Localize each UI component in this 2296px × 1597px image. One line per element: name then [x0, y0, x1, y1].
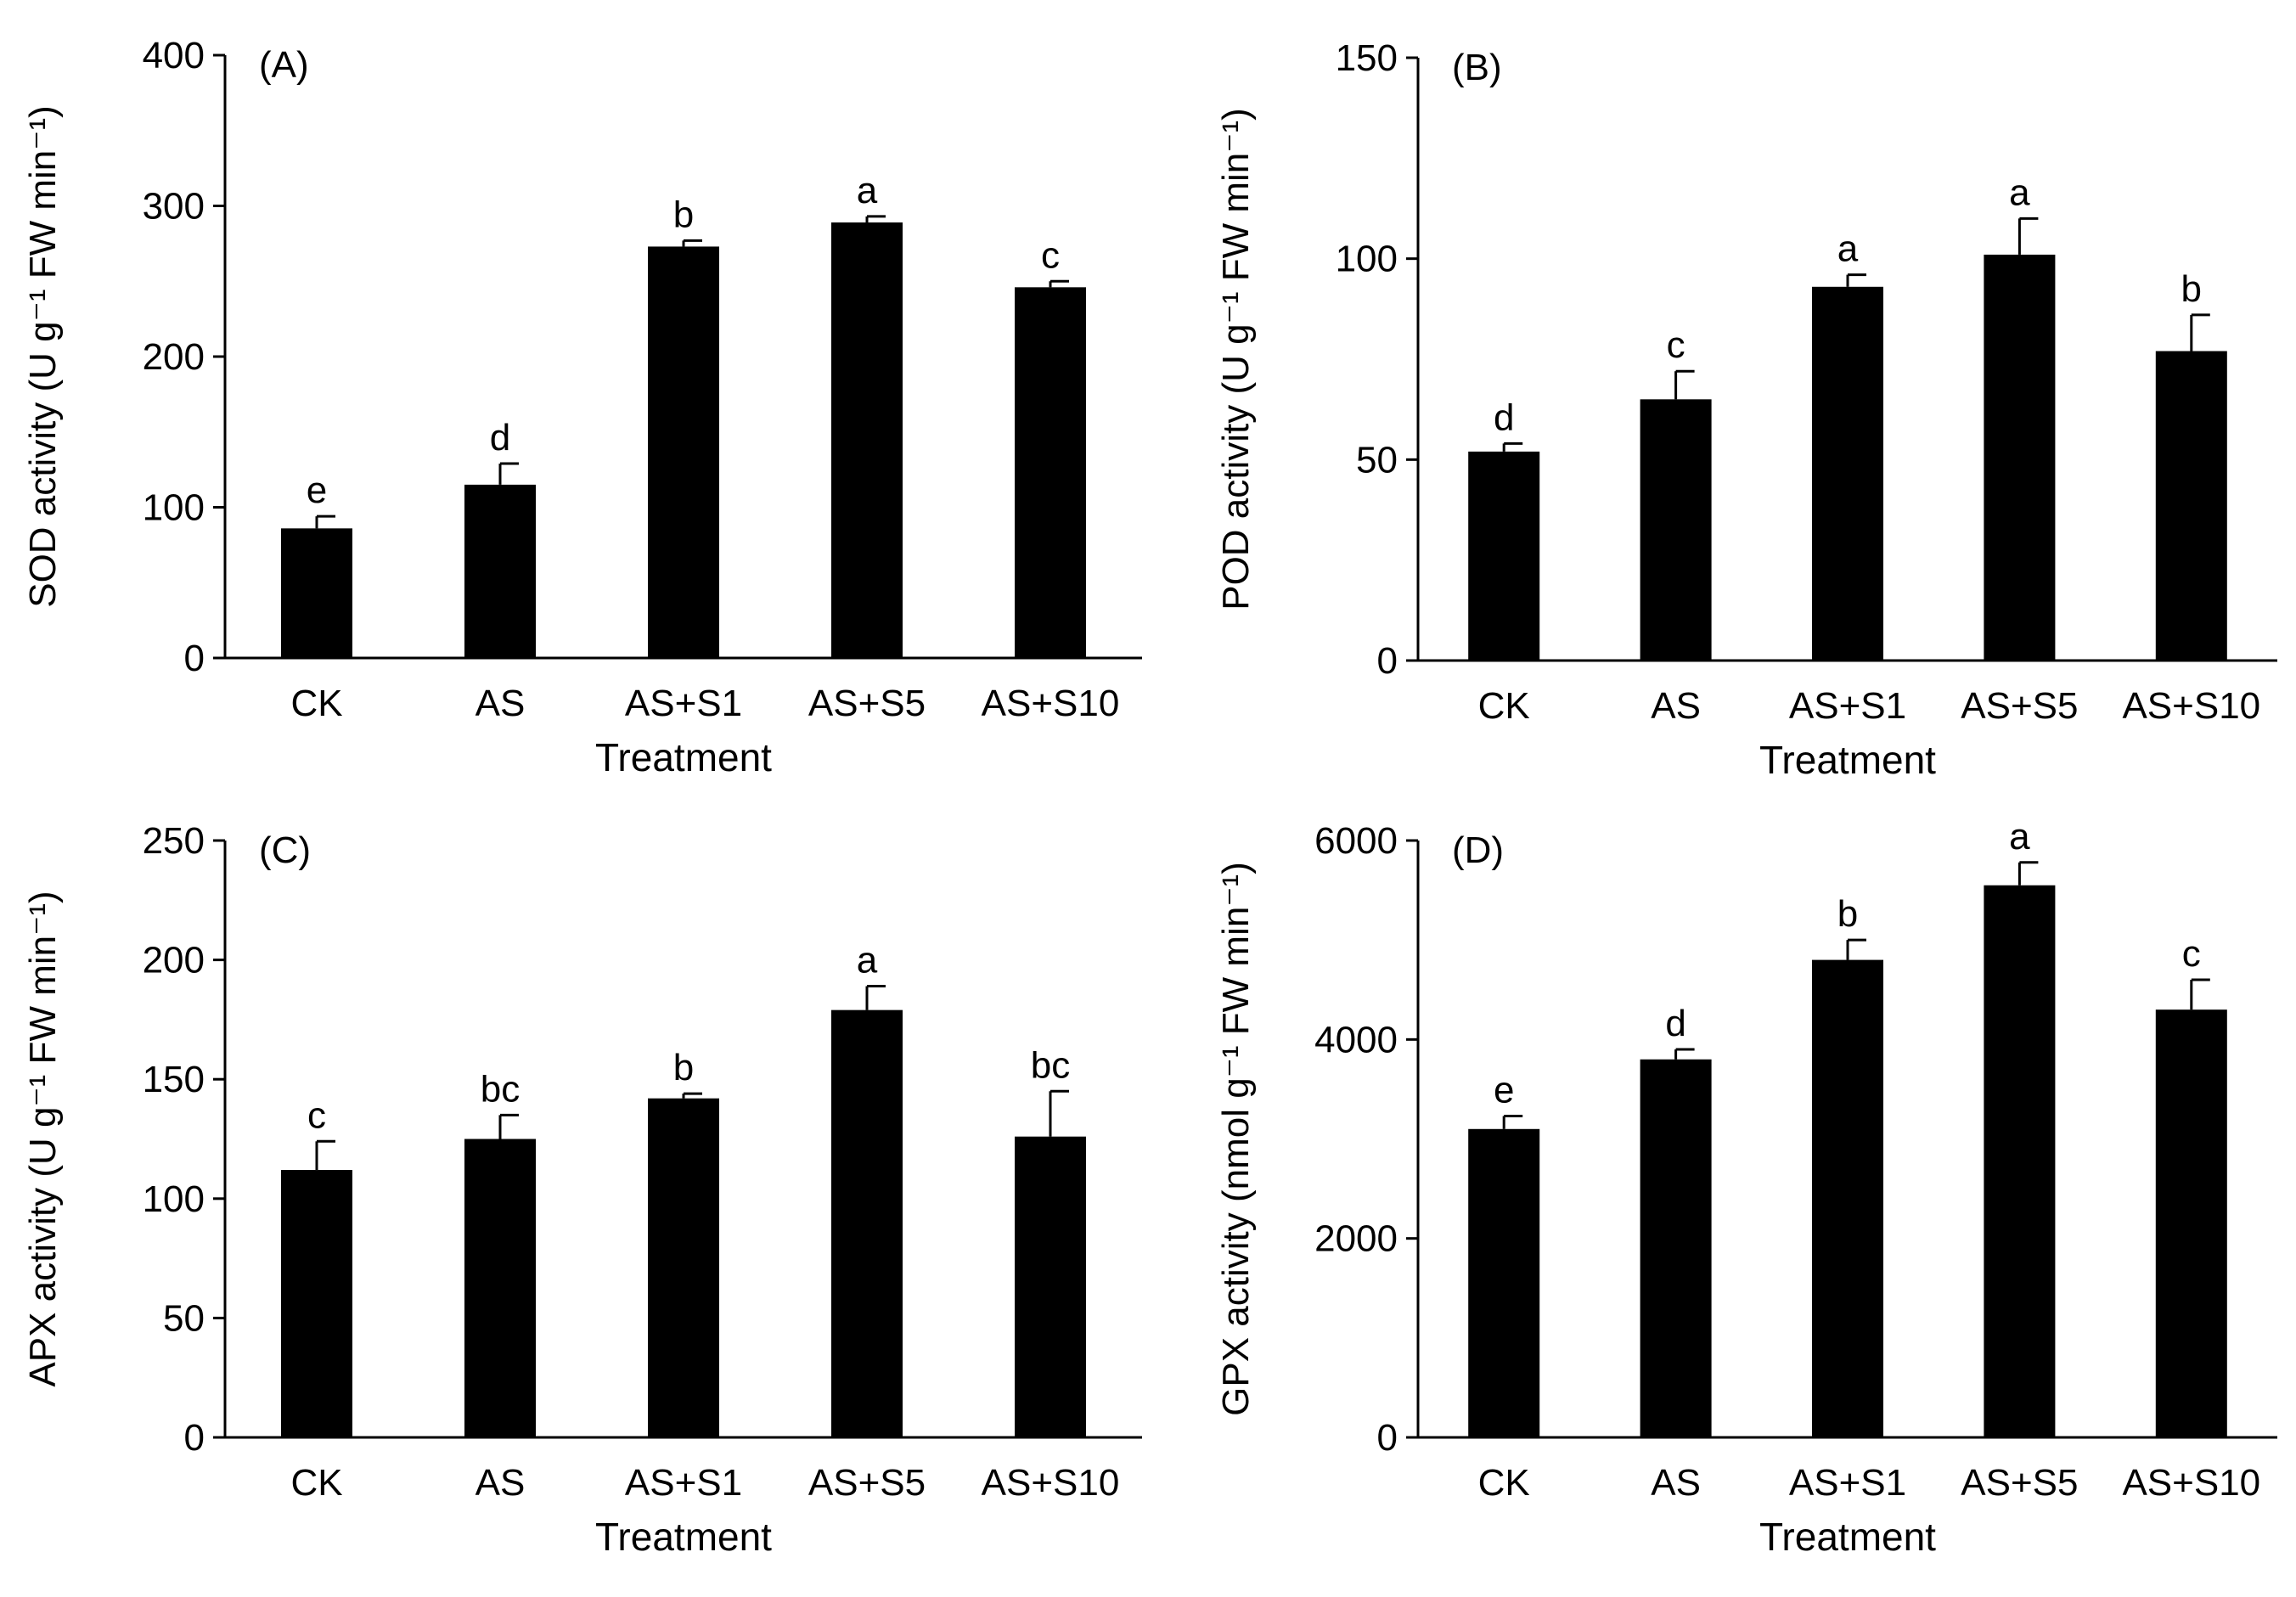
y-tick-label: 400: [143, 35, 205, 76]
bar-as: [1640, 1059, 1712, 1437]
y-tick-label: 50: [1356, 439, 1398, 481]
x-tick-label: AS+S10: [982, 1462, 1120, 1504]
x-tick-label: AS+S5: [808, 683, 926, 724]
y-tick-label: 100: [143, 487, 205, 529]
significance-label: c: [1041, 234, 1060, 276]
significance-label: b: [673, 1047, 694, 1088]
y-tick-label: 0: [1377, 640, 1398, 682]
x-tick-label: AS+S5: [1961, 685, 2078, 727]
significance-label: e: [1494, 1070, 1514, 1111]
y-axis-title: SOD activity (U g⁻¹ FW min⁻¹): [22, 105, 64, 608]
bar-as: [1640, 399, 1712, 661]
bar-as-s10: [1015, 287, 1086, 658]
bar-as-s5: [1984, 885, 2056, 1437]
panel-d: 0 2000 4000 6000 e CK d AS b AS+S1 a AS+S5 c AS+S10 (D…: [1215, 816, 2277, 1559]
x-tick-label: AS+S1: [1789, 685, 1906, 727]
panel-label: (A): [259, 44, 309, 86]
y-tick-label: 100: [1336, 239, 1398, 280]
bar-as-s10: [2155, 351, 2227, 661]
significance-label: d: [1665, 1003, 1685, 1044]
significance-label: a: [2009, 172, 2030, 213]
y-axis-title: GPX activity (nmol g⁻¹ FW min⁻¹): [1215, 862, 1257, 1416]
y-tick-label: 50: [163, 1297, 205, 1339]
significance-label: bc: [481, 1068, 520, 1110]
bar-ck: [281, 1170, 352, 1437]
x-tick-label: CK: [1478, 685, 1530, 727]
x-tick-label: AS+S1: [625, 1462, 742, 1504]
bar-ck: [1468, 451, 1540, 661]
x-tick-label: AS+S1: [1789, 1462, 1906, 1504]
significance-label: a: [857, 940, 878, 981]
bar-as-s5: [1984, 254, 2056, 661]
significance-label: c: [2182, 933, 2201, 975]
y-tick-label: 4000: [1314, 1019, 1398, 1060]
x-tick-label: AS+S5: [1961, 1462, 2078, 1504]
x-axis-title: Treatment: [1759, 1515, 1936, 1559]
bar-ck: [1468, 1128, 1540, 1437]
x-tick-label: AS+S5: [808, 1462, 926, 1504]
panel-c: 0 50 100 150 200 250 c CK bc AS b AS+S1 a AS+S5 bc AS+S…: [22, 820, 1142, 1559]
x-axis-title: Treatment: [1759, 738, 1936, 782]
y-axis-title: POD activity (U g⁻¹ FW min⁻¹): [1215, 108, 1257, 610]
y-tick-label: 200: [143, 940, 205, 981]
panel-label: (D): [1452, 829, 1504, 871]
y-tick-label: 6000: [1314, 820, 1398, 862]
y-tick-label: 150: [143, 1059, 205, 1100]
x-tick-label: AS+S1: [625, 683, 742, 724]
bar-as-s1: [648, 1098, 719, 1437]
significance-label: e: [307, 470, 327, 511]
x-tick-label: CK: [290, 683, 342, 724]
bar-as-s10: [1015, 1136, 1086, 1437]
significance-label: d: [490, 417, 510, 458]
x-axis-title: Treatment: [595, 735, 772, 779]
significance-label: d: [1494, 396, 1514, 438]
panel-label: (C): [259, 829, 311, 871]
y-tick-label: 0: [1377, 1417, 1398, 1459]
significance-label: a: [1837, 228, 1859, 270]
x-tick-label: AS: [1651, 1462, 1701, 1504]
bar-as-s1: [648, 246, 719, 658]
x-tick-label: AS+S10: [2122, 1462, 2260, 1504]
bar-as: [464, 484, 536, 658]
x-tick-label: AS: [1651, 685, 1701, 727]
x-axis-title: Treatment: [595, 1515, 772, 1559]
bar-as: [464, 1139, 536, 1437]
bar-as-s5: [831, 222, 903, 658]
panel-b: 0 50 100 150 d CK c AS a AS+S1 a AS+S5 b AS+S10 (B) Tre…: [1215, 37, 2277, 782]
significance-label: c: [307, 1094, 326, 1136]
y-tick-label: 0: [184, 1417, 205, 1459]
x-tick-label: AS+S10: [2122, 685, 2260, 727]
bar-as-s5: [831, 1009, 903, 1437]
y-tick-label: 150: [1336, 37, 1398, 79]
panel-label: (B): [1452, 47, 1502, 88]
y-tick-label: 200: [143, 336, 205, 378]
y-tick-label: 250: [143, 820, 205, 862]
x-tick-label: AS: [476, 1462, 526, 1504]
bar-as-s10: [2155, 1009, 2227, 1437]
bar-as-s1: [1812, 959, 1883, 1437]
significance-label: a: [857, 170, 878, 211]
significance-label: a: [2009, 816, 2030, 858]
y-axis-title: APX activity (U g⁻¹ FW min⁻¹): [22, 891, 64, 1386]
y-tick-label: 2000: [1314, 1218, 1398, 1260]
bar-as-s1: [1812, 286, 1883, 661]
y-tick-label: 300: [143, 186, 205, 228]
panel-a: 0 100 200 300 400 e CK d AS b AS+S1 a AS+S5 c AS+S10 (A…: [22, 35, 1142, 779]
y-tick-label: 0: [184, 638, 205, 679]
significance-label: bc: [1031, 1044, 1070, 1086]
x-tick-label: AS: [476, 683, 526, 724]
significance-label: c: [1667, 324, 1685, 366]
significance-label: b: [2181, 268, 2202, 310]
significance-label: b: [673, 194, 694, 235]
x-tick-label: CK: [290, 1462, 342, 1504]
x-tick-label: CK: [1478, 1462, 1530, 1504]
x-tick-label: AS+S10: [982, 683, 1120, 724]
significance-label: b: [1837, 893, 1858, 935]
bar-ck: [281, 528, 352, 658]
y-tick-label: 100: [143, 1178, 205, 1220]
